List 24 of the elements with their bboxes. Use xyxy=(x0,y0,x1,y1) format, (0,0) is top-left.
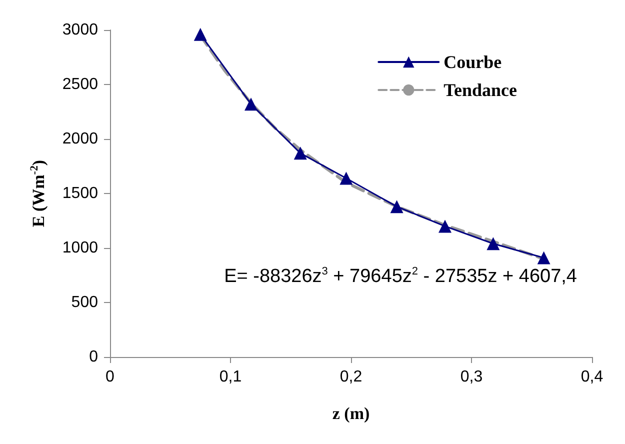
y-tick-label: 1500 xyxy=(62,185,98,202)
point xyxy=(340,172,353,185)
point xyxy=(294,146,307,160)
x-axis-title: z (m) xyxy=(332,404,370,423)
point xyxy=(194,28,207,41)
x-tick-label: 0,3 xyxy=(460,368,483,386)
x-tick-label: 0 xyxy=(106,368,115,386)
y-tick-label: 0 xyxy=(89,348,98,366)
point xyxy=(390,200,404,214)
point xyxy=(486,237,500,250)
y-axis-title: E (Wm-2) xyxy=(28,160,48,228)
y-tick-label: 500 xyxy=(71,294,98,311)
y-tick-label: 2500 xyxy=(62,76,98,93)
x-tick-label: 0,1 xyxy=(219,368,242,386)
y-tick-label: 2000 xyxy=(62,130,98,148)
y-tick-label: 3000 xyxy=(62,22,98,38)
point xyxy=(244,98,258,111)
point xyxy=(438,220,452,233)
point xyxy=(537,251,550,264)
y-tick-label: 1000 xyxy=(62,240,98,256)
x-tick-label: 0,2 xyxy=(340,368,362,386)
legend-label: Courbe xyxy=(444,52,502,72)
legend-label: Tendance xyxy=(444,80,518,100)
x-tick-label: 0,4 xyxy=(580,368,604,386)
